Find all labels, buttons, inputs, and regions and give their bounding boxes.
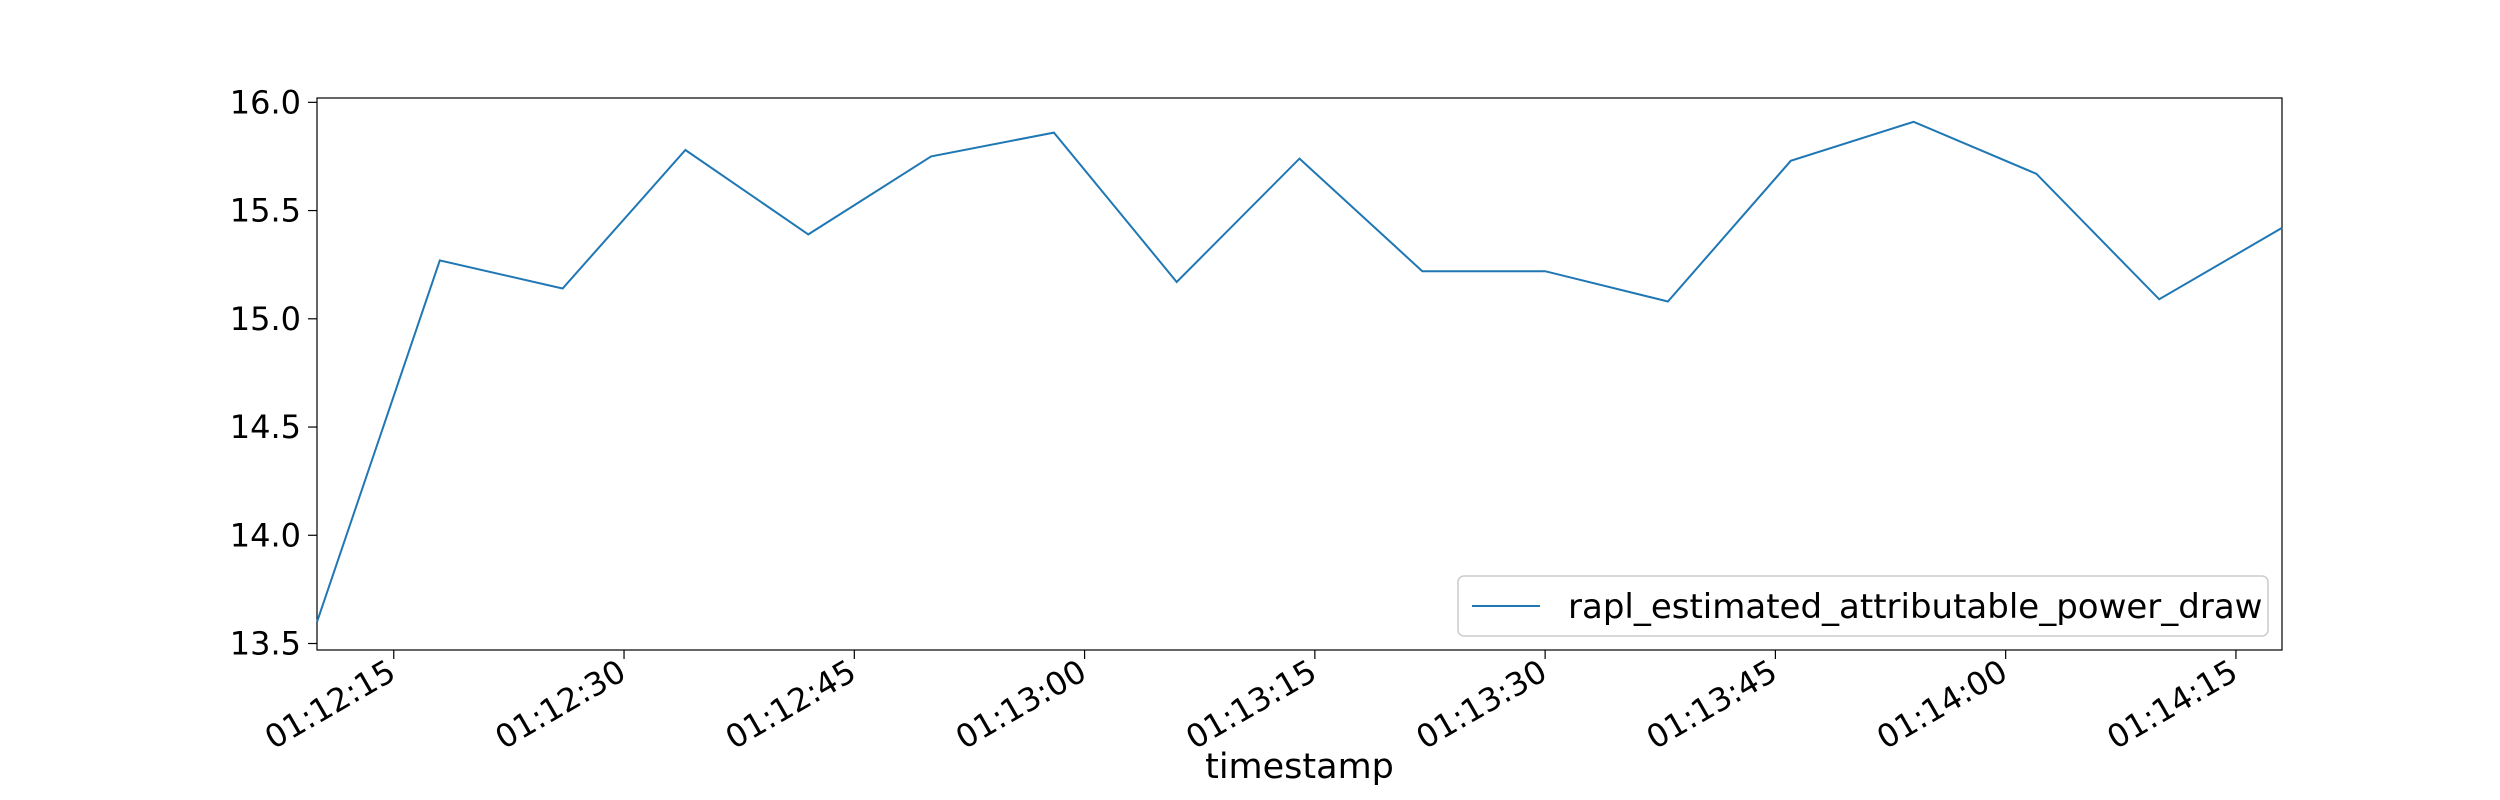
x-axis-title: timestamp [1205, 747, 1394, 787]
x-tick-label: 01:14:15 [2100, 652, 2243, 757]
x-tick-label: 01:14:00 [1870, 652, 2013, 757]
y-tick-label: 15.5 [230, 192, 301, 230]
y-tick-label: 14.0 [230, 516, 301, 554]
plot-frame [316, 97, 2283, 651]
legend-box [1457, 575, 2269, 637]
x-tick-label: 01:12:15 [258, 652, 401, 757]
y-tick-label: 14.5 [230, 408, 301, 446]
plot-area [316, 97, 2283, 651]
x-tick-label: 01:13:30 [1410, 652, 1553, 757]
legend-series-label: rapl_estimated_attributable_power_draw [1568, 587, 2263, 627]
x-tick-label: 01:12:45 [719, 652, 862, 757]
x-axis: 01:12:15 01:12:30 01:12:45 01:13:00 01:13:15… [258, 650, 2244, 757]
x-tick-label: 01:13:00 [949, 652, 1092, 757]
x-tick-label: 01:13:45 [1640, 652, 1783, 757]
y-tick-label: 15.0 [230, 300, 301, 338]
y-axis: 13.5 14.0 14.5 15.0 15.5 16.0 [230, 83, 317, 663]
series-line-0 [316, 120, 2283, 623]
y-tick-label: 13.5 [230, 625, 301, 663]
x-tick-label: 01:13:15 [1179, 652, 1322, 757]
x-tick-label: 01:12:30 [489, 652, 632, 757]
legend: rapl_estimated_attributable_power_draw [1457, 575, 2269, 637]
y-tick-label: 16.0 [230, 83, 301, 121]
series-layer [316, 120, 2283, 623]
